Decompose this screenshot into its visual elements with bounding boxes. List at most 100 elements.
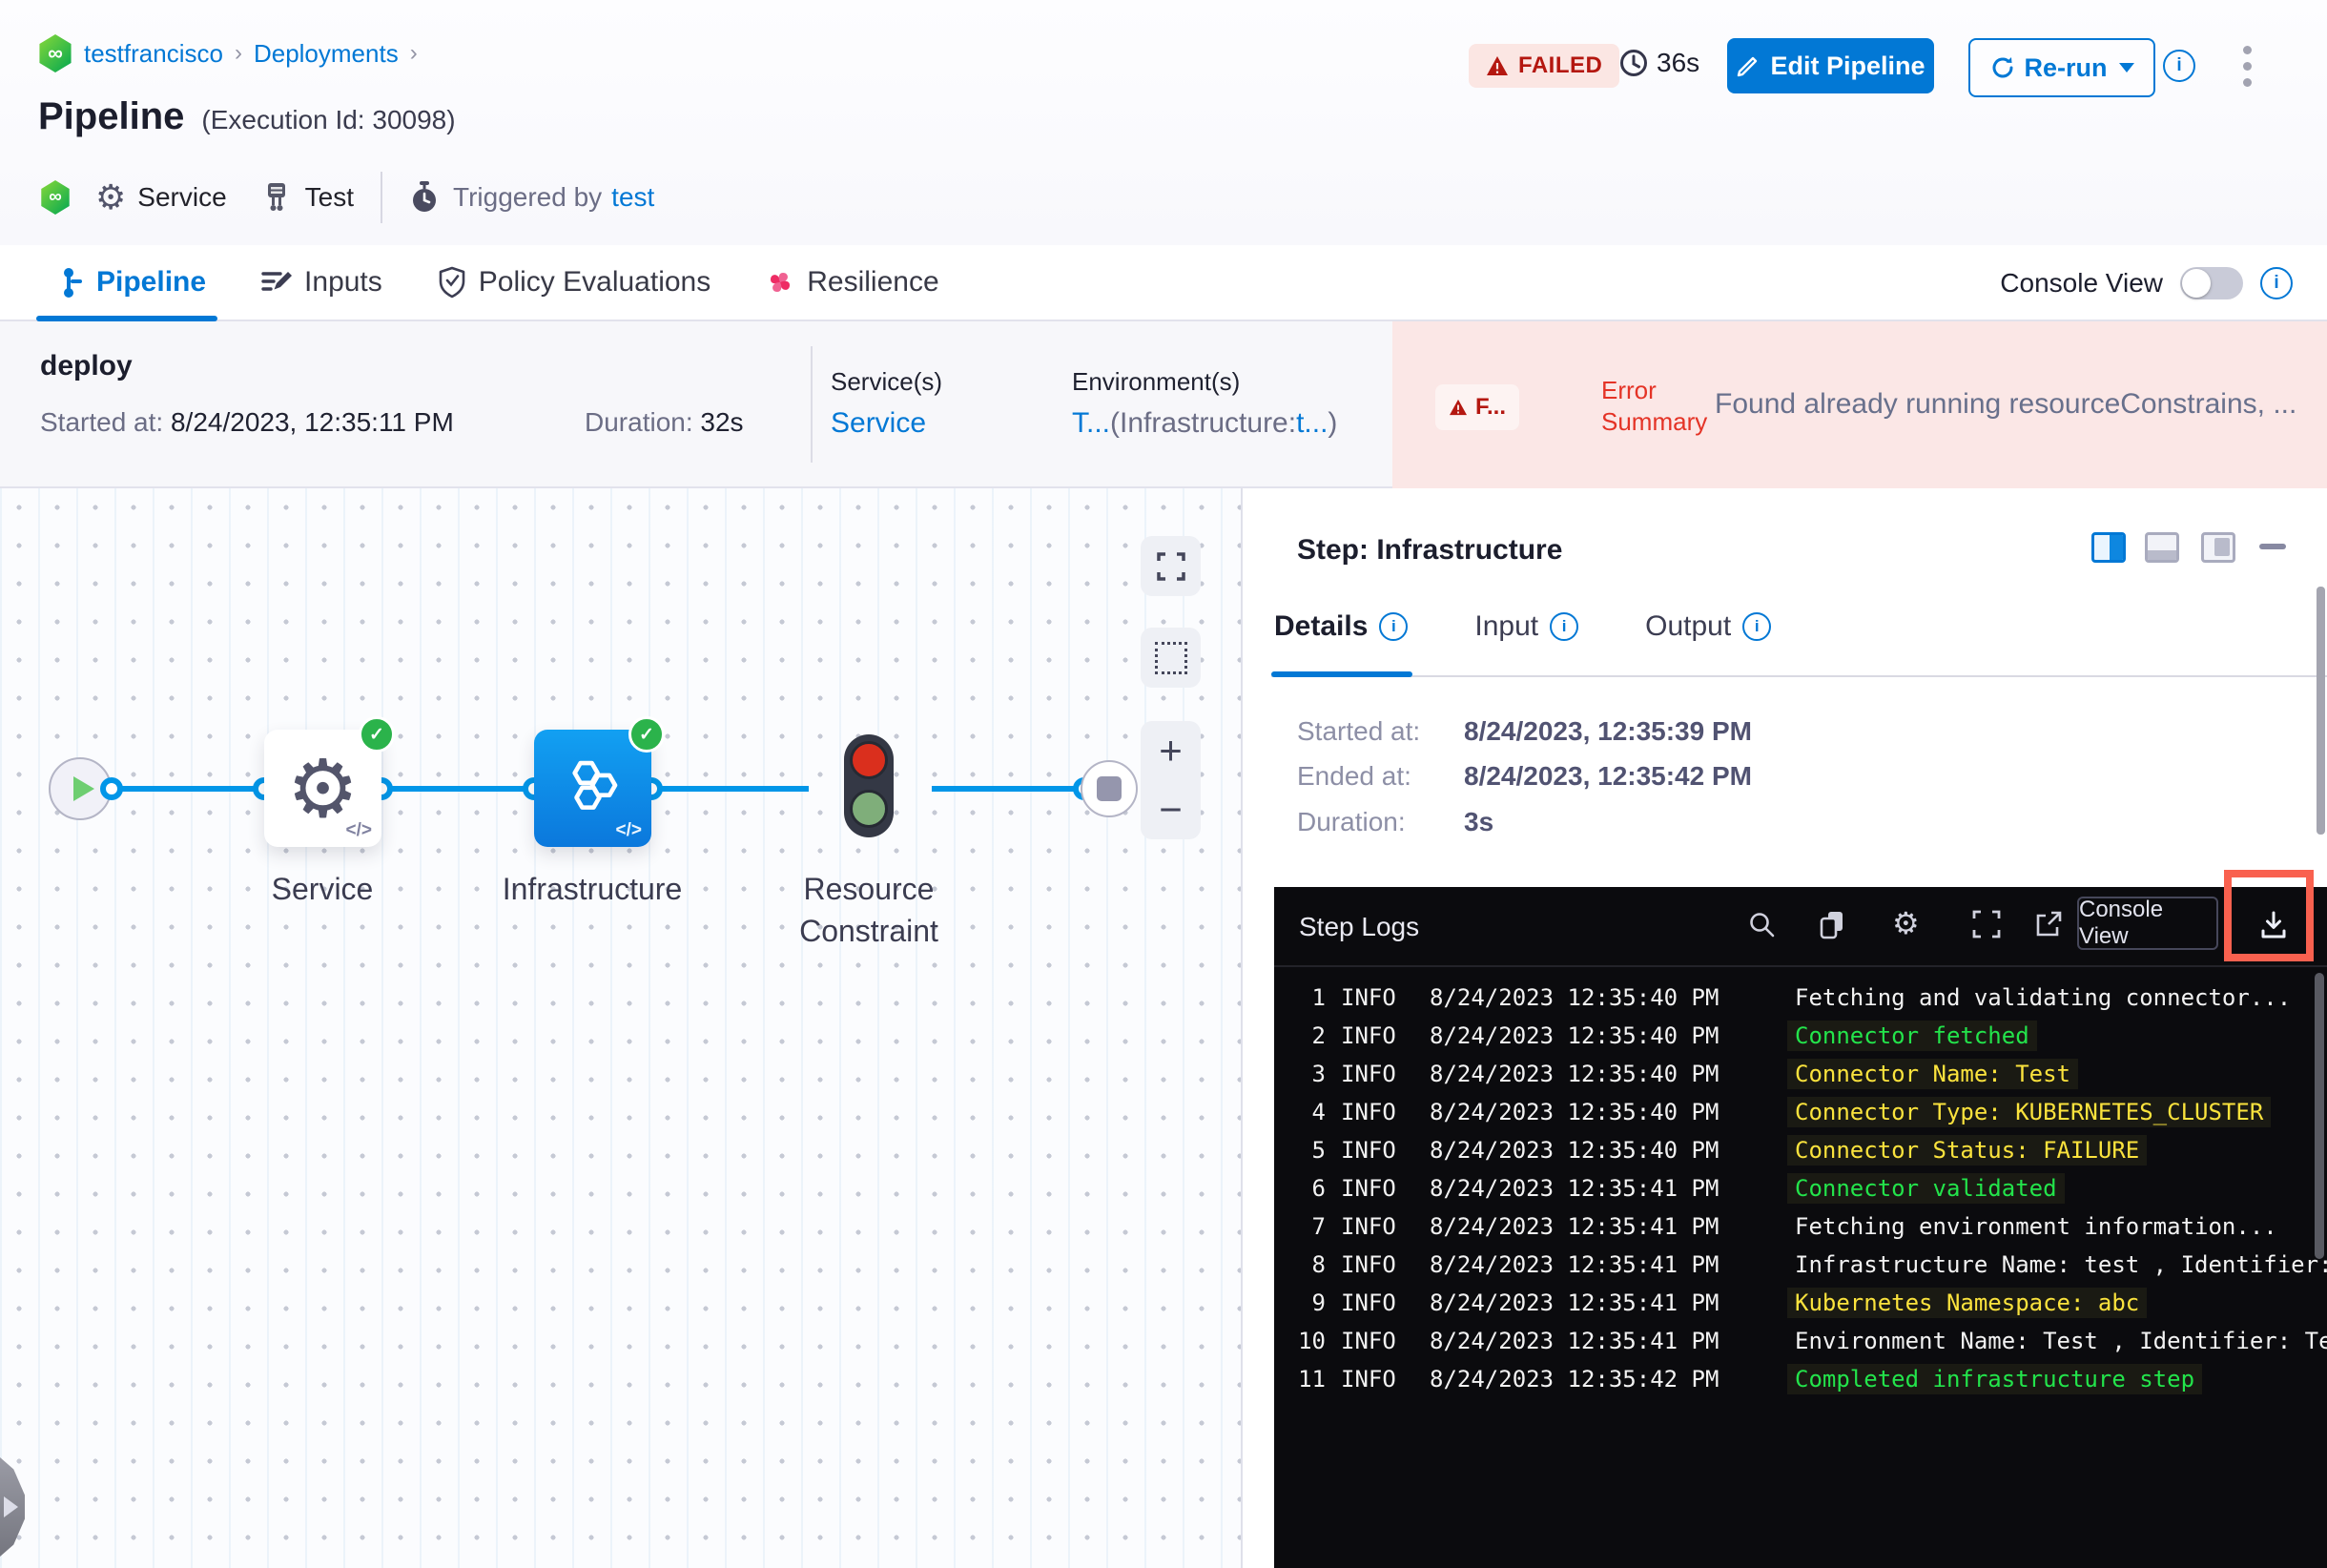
log-level: INFO xyxy=(1341,1328,1396,1354)
zoom-in-button[interactable]: + xyxy=(1159,728,1183,773)
infrastructure-link[interactable]: t... xyxy=(1296,407,1328,439)
stage-name[interactable]: deploy xyxy=(40,350,133,382)
layout-bottom-view-button[interactable] xyxy=(2145,532,2179,563)
rerun-button[interactable]: Re-run xyxy=(1968,38,2155,97)
info-icon[interactable]: i xyxy=(1379,612,1409,641)
pipeline-canvas[interactable]: ⚙ </> ✓ </> ✓ Service Infrastructure Res… xyxy=(0,488,1243,1568)
console-scrollbar[interactable] xyxy=(2315,973,2324,1259)
expand-panel-handle[interactable] xyxy=(0,1457,25,1557)
detail-label: Duration: xyxy=(1297,807,1406,836)
triggered-by-label: Triggered by xyxy=(453,182,603,212)
environment-infra-label: (Infrastructure: xyxy=(1110,407,1297,439)
log-row: 5 INFO 8/24/2023 12:35:40 PM Connector Stat… xyxy=(1274,1133,2327,1171)
success-check-icon: ✓ xyxy=(359,716,395,753)
breadcrumb-project[interactable]: testfrancisco xyxy=(84,38,223,68)
log-lines[interactable]: 1 INFO 8/24/2023 12:35:40 PM Fetching and v… xyxy=(1274,967,2327,1568)
expand-logs-button[interactable] xyxy=(1972,910,2001,939)
step-panel-title: Step: Infrastructure xyxy=(1297,534,1563,566)
log-timestamp: 8/24/2023 12:35:42 PM xyxy=(1430,1366,1720,1393)
tab-inputs[interactable]: Inputs xyxy=(261,266,382,299)
node-resource-constraint[interactable] xyxy=(844,734,894,837)
panel-scrollbar[interactable] xyxy=(2317,587,2325,835)
log-timestamp: 8/24/2023 12:35:41 PM xyxy=(1430,1213,1720,1240)
red-light-icon xyxy=(850,741,888,779)
info-icon[interactable]: i xyxy=(2163,50,2195,82)
services-value[interactable]: Service xyxy=(831,407,927,439)
green-light-icon xyxy=(850,790,888,828)
minimize-panel-button[interactable] xyxy=(2259,544,2286,549)
tab-output[interactable]: Output i xyxy=(1645,610,1772,643)
console-view-toggle[interactable] xyxy=(2180,267,2243,299)
node-infrastructure[interactable]: </> ✓ xyxy=(534,716,665,847)
triggered-by-user[interactable]: test xyxy=(611,182,655,212)
service-entity-label[interactable]: Service xyxy=(137,182,227,212)
warning-icon xyxy=(1450,399,1467,416)
log-level: INFO xyxy=(1341,1022,1396,1049)
breadcrumb: ∞ testfrancisco › Deployments › xyxy=(38,34,418,72)
shield-check-icon xyxy=(439,266,465,299)
detail-label: Started at: xyxy=(1297,716,1421,746)
detail-value: 3s xyxy=(1464,807,1494,836)
annotation-highlight-box xyxy=(2224,870,2314,961)
log-line-number: 5 xyxy=(1311,1137,1326,1164)
tab-input[interactable]: Input i xyxy=(1474,610,1579,643)
breadcrumb-deployments[interactable]: Deployments xyxy=(253,38,399,68)
entity-row: ∞ ⚙ Service Test Triggered by test xyxy=(40,172,654,223)
log-message: Connector fetched xyxy=(1787,1021,2037,1051)
copy-logs-button[interactable] xyxy=(1818,910,1846,940)
fullscreen-icon xyxy=(1972,910,2001,939)
elapsed-time: 36s xyxy=(1618,48,1699,78)
log-row: 8 INFO 8/24/2023 12:35:41 PM Infrastructure… xyxy=(1274,1248,2327,1286)
search-logs-button[interactable] xyxy=(1747,910,1776,939)
tab-details[interactable]: Details i xyxy=(1274,610,1409,643)
tab-resilience[interactable]: Resilience xyxy=(766,266,939,299)
active-tab-underline xyxy=(1271,671,1412,677)
log-message: Infrastructure Name: test , Identifier: xyxy=(1795,1251,2327,1278)
open-in-new-button[interactable] xyxy=(2034,910,2063,939)
duration-label: Duration: xyxy=(585,407,693,437)
gear-icon: ⚙ xyxy=(286,743,360,834)
step-logs-header: Step Logs ⚙ Console View xyxy=(1274,887,2327,967)
layout-right-view-button[interactable] xyxy=(2091,532,2126,563)
edge xyxy=(932,786,1084,792)
tab-pipeline[interactable]: Pipeline xyxy=(59,266,206,299)
more-options-menu[interactable] xyxy=(2243,46,2252,87)
harness-logo-icon: ∞ xyxy=(41,180,70,215)
environments-value[interactable]: T...(Infrastructure:t...) xyxy=(1072,407,1337,440)
layout-floating-view-button[interactable] xyxy=(2201,532,2235,563)
edit-pipeline-button[interactable]: Edit Pipeline xyxy=(1727,38,1934,93)
zoom-out-button[interactable]: − xyxy=(1159,787,1183,832)
info-icon[interactable]: i xyxy=(1742,612,1772,641)
inputs-icon xyxy=(261,272,293,291)
log-timestamp: 8/24/2023 12:35:41 PM xyxy=(1430,1175,1720,1202)
tab-policy-evaluations[interactable]: Policy Evaluations xyxy=(438,266,710,299)
canvas-fullscreen-button[interactable] xyxy=(1141,536,1201,596)
execution-id: (Execution Id: 30098) xyxy=(201,105,456,134)
canvas-select-button[interactable] xyxy=(1141,628,1201,688)
console-view-button[interactable]: Console View xyxy=(2077,897,2218,950)
page-title: Pipeline xyxy=(38,95,185,137)
node-service[interactable]: ⚙ </> ✓ xyxy=(264,716,395,847)
error-summary-text: Found already running resourceConstrains… xyxy=(1715,388,2296,420)
log-line-number: 7 xyxy=(1311,1213,1326,1240)
test-entity-label[interactable]: Test xyxy=(304,182,355,212)
log-row: 10 INFO 8/24/2023 12:35:41 PM Environment N… xyxy=(1274,1324,2327,1362)
end-node[interactable] xyxy=(1081,760,1138,817)
node-label-service: Service xyxy=(271,872,374,906)
log-timestamp: 8/24/2023 12:35:40 PM xyxy=(1430,1061,1720,1087)
resilience-icon xyxy=(771,273,791,292)
divider xyxy=(811,346,813,463)
copy-icon xyxy=(1820,912,1843,939)
info-icon[interactable]: i xyxy=(1550,612,1579,641)
log-level: INFO xyxy=(1341,984,1396,1011)
log-settings-button[interactable]: ⚙ xyxy=(1892,906,1920,940)
download-logs-button[interactable] xyxy=(2256,908,2291,942)
execution-tabbar: Pipeline Inputs Policy Evaluations Resil… xyxy=(0,245,2327,321)
stopwatch-icon xyxy=(409,180,440,215)
services-label: Service(s) xyxy=(831,367,943,396)
environment-link[interactable]: T... xyxy=(1072,407,1111,439)
info-icon[interactable]: i xyxy=(2260,267,2293,299)
pencil-icon xyxy=(1738,56,1758,77)
log-row: 4 INFO 8/24/2023 12:35:40 PM Connector Type… xyxy=(1274,1095,2327,1133)
log-timestamp: 8/24/2023 12:35:40 PM xyxy=(1430,984,1720,1011)
